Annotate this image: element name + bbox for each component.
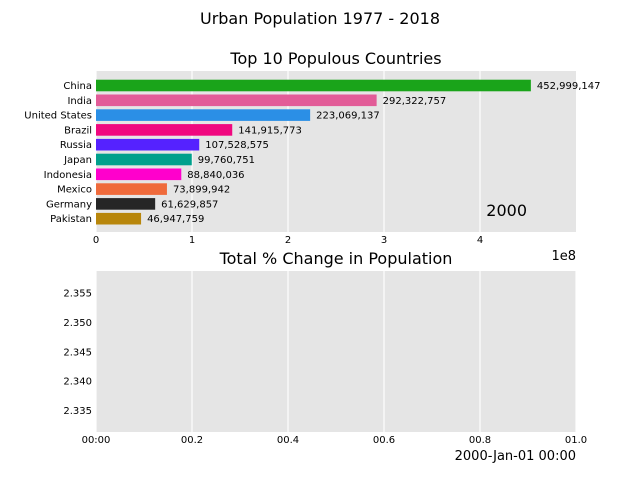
line-chart-y-ticks: 2.335 2.340 2.345 2.350 2.355 — [63, 289, 92, 417]
bar — [96, 109, 311, 121]
figure-suptitle: Urban Population 1977 - 2018 — [200, 9, 440, 28]
bar-category-label: China — [63, 81, 92, 92]
bar-category-label: India — [67, 96, 92, 107]
bar-value-label: 292,322,757 — [383, 96, 447, 107]
bar-chart-x-tick-label: 4 — [477, 235, 483, 246]
bar — [96, 94, 377, 107]
line-chart-y-tick-label: 2.340 — [63, 377, 92, 388]
bar-value-label: 99,760,751 — [198, 155, 255, 166]
bar-chart: Top 10 Populous Countries China India Unit… — [24, 49, 600, 264]
bar-chart-x-tick-label: 3 — [381, 235, 387, 246]
bar-chart-year-label: 2000 — [486, 201, 527, 220]
bar-value-label: 107,528,575 — [205, 140, 269, 151]
bar-chart-offset-text: 1e8 — [551, 249, 576, 264]
line-chart-x-tick-label: 00.6 — [373, 435, 395, 446]
bar — [96, 168, 182, 181]
bar-category-label: Brazil — [64, 125, 92, 136]
bar — [96, 212, 142, 225]
line-chart-gridlines — [95, 271, 577, 432]
bar-chart-bars — [96, 79, 531, 225]
bar-category-label: Germany — [46, 199, 92, 210]
line-chart-x-ticks: 00:00 00.2 00.4 00.6 00.8 01.0 — [82, 435, 588, 446]
line-chart-x-tick-label: 01.0 — [565, 435, 587, 446]
bar — [96, 79, 531, 92]
line-chart-plot-area — [96, 271, 576, 432]
bar — [96, 153, 192, 166]
bar-value-label: 223,069,137 — [316, 111, 380, 122]
bar-category-label: Indonesia — [44, 170, 92, 181]
line-chart-x-tick-label: 00.2 — [181, 435, 203, 446]
line-chart: Total % Change in Population 2.3352.3402… — [63, 249, 587, 464]
bar-chart-x-ticks: 0 1 2 3 4 — [93, 235, 483, 246]
line-chart-x-tick-label: 00.4 — [277, 435, 299, 446]
bar-chart-category-labels: China India United States Brazil Russia Japan… — [24, 81, 92, 225]
bar-chart-x-tick-label: 0 — [93, 235, 99, 246]
bar-chart-x-tick-label: 1 — [189, 235, 195, 246]
bar — [96, 198, 156, 210]
line-chart-y-tick-label: 2.335 — [63, 406, 92, 417]
line-chart-date-label: 2000-Jan-01 00:00 — [455, 449, 576, 464]
bar-category-label: United States — [24, 111, 92, 122]
bar-value-label: 61,629,857 — [161, 199, 218, 210]
bar-value-label: 88,840,036 — [187, 170, 244, 181]
bar-category-label: Japan — [63, 155, 92, 166]
bar-value-label: 73,899,942 — [173, 185, 230, 196]
line-chart-x-tick-label: 00:00 — [82, 435, 111, 446]
bar-chart-x-tick-label: 2 — [285, 235, 291, 246]
line-chart-y-tick-label: 2.355 — [63, 289, 92, 300]
bar — [96, 138, 200, 151]
bar-category-label: Russia — [60, 140, 92, 151]
line-chart-x-tick-label: 00.8 — [469, 435, 491, 446]
bar-value-label: 141,915,773 — [238, 125, 302, 136]
bar-category-label: Mexico — [57, 185, 92, 196]
bar-category-label: Pakistan — [50, 214, 92, 225]
bar-chart-title: Top 10 Populous Countries — [229, 49, 441, 68]
line-chart-y-tick-label: 2.345 — [63, 347, 92, 358]
line-chart-title: Total % Change in Population — [219, 249, 453, 268]
line-chart-y-tick-label: 2.350 — [63, 318, 92, 329]
bar — [96, 183, 167, 195]
bar-value-label: 452,999,147 — [537, 81, 601, 92]
bar — [96, 124, 233, 136]
bar-value-label: 46,947,759 — [147, 214, 204, 225]
